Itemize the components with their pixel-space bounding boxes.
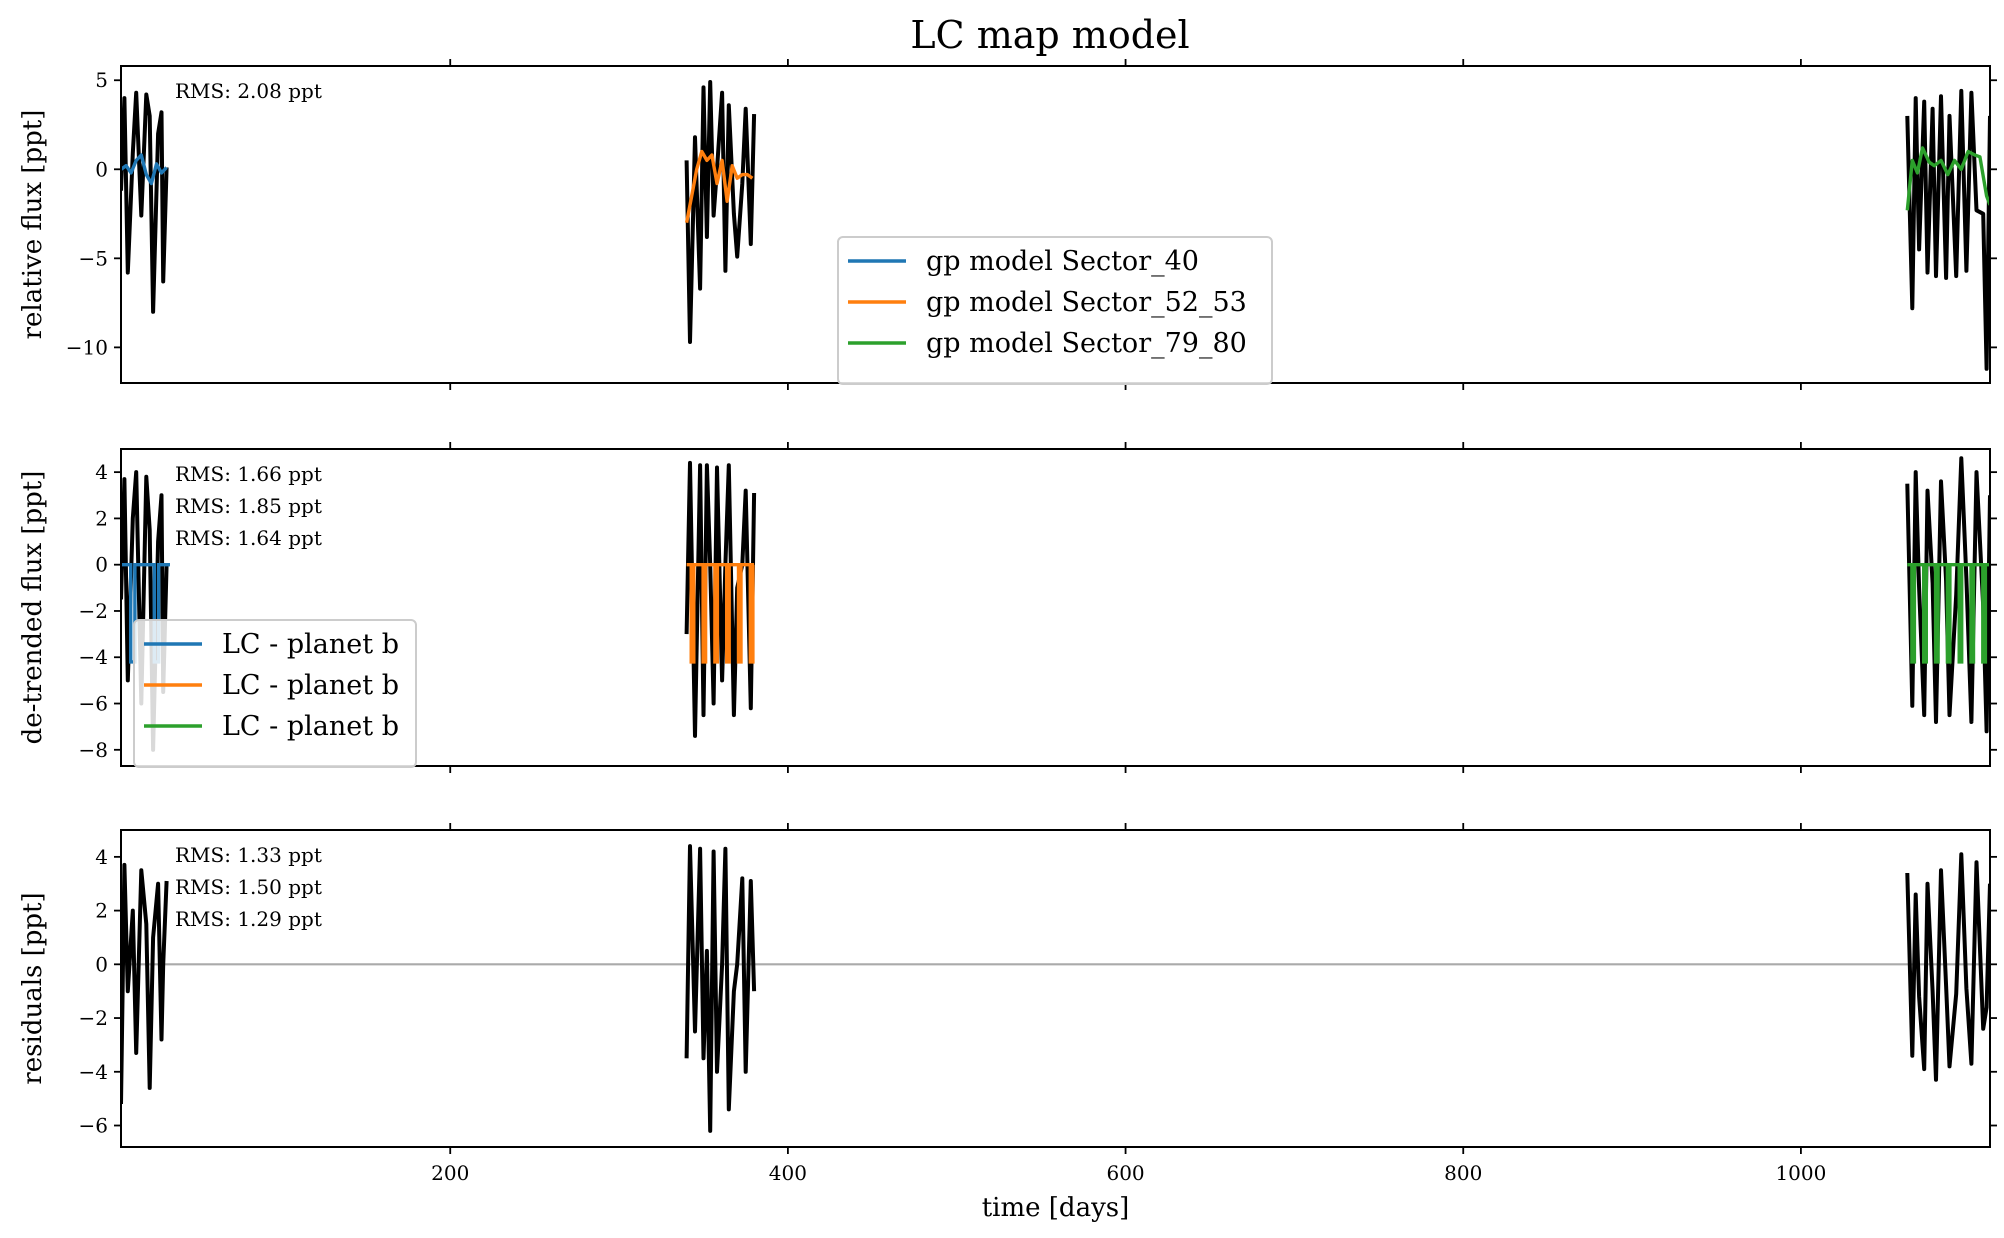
legend-box (837, 236, 1273, 385)
y-axis-label: de-trended flux [ppt] (18, 471, 48, 745)
y-tick-label: 2 (95, 899, 108, 923)
y-tick-label: −10 (66, 335, 108, 359)
y-tick-label: −6 (79, 692, 108, 716)
y-tick-label: 4 (95, 460, 108, 484)
legend-label: gp model Sector_52_53 (926, 287, 1247, 318)
legend-box (133, 619, 417, 768)
legend-label: LC - planet b (222, 629, 399, 660)
panel-detrended-flux: 4 2 0 −2 −4 −6 −8 de-trended flux [ppt] RMS: 1.6… (18, 442, 1997, 773)
data-series-line (121, 862, 169, 1105)
plot-area (121, 456, 1990, 752)
y-tick-label: 4 (95, 845, 108, 869)
x-axis-label: time [days] (982, 1193, 1130, 1223)
rms-annotation: RMS: 1.33 ppt (175, 843, 322, 867)
data-series-line (1905, 852, 1990, 1082)
y-tick-label: −4 (79, 645, 108, 669)
x-tick-label: 200 (431, 1161, 469, 1185)
gp-model-line (121, 153, 168, 186)
legend-label: LC - planet b (222, 670, 399, 701)
panel-relative-flux: 5 0 −5 −10 relative flux [ppt] RMS: 2.08 ppt g… (18, 59, 1997, 390)
y-tick-label: −5 (79, 246, 108, 270)
x-tick-label: 600 (1106, 1161, 1144, 1185)
y-tick-label: −2 (79, 599, 108, 623)
transit-model-line (1907, 563, 1990, 664)
panel-residuals: 200 400 600 800 1000 4 2 0 −2 −4 −6 residuals [ppt]… (18, 823, 1997, 1223)
y-tick-label: −2 (79, 1006, 108, 1030)
rms-annotation: RMS: 1.85 ppt (175, 494, 322, 518)
gp-model-line (1905, 146, 1990, 211)
plot-area (121, 844, 1990, 1133)
rms-annotation: RMS: 2.08 ppt (175, 79, 322, 103)
rms-annotation: RMS: 1.29 ppt (175, 907, 322, 931)
y-tick-label: 2 (95, 506, 108, 530)
y-tick-label: 0 (95, 553, 108, 577)
rms-annotation: RMS: 1.66 ppt (175, 462, 322, 486)
transit-model-line (121, 563, 170, 664)
x-tick-label: 400 (769, 1161, 807, 1185)
transit-model-line (686, 563, 755, 664)
y-axis-label: relative flux [ppt] (18, 110, 48, 340)
y-axis-label: residuals [ppt] (18, 892, 48, 1084)
legend-label: gp model Sector_40 (926, 246, 1199, 277)
legend-label: gp model Sector_79_80 (926, 328, 1247, 359)
rms-annotation: RMS: 1.50 ppt (175, 875, 322, 899)
legend-label: LC - planet b (222, 711, 399, 742)
data-series-line (1905, 88, 1990, 371)
figure-title: LC map model (910, 13, 1189, 57)
axes-frame (120, 829, 1991, 1148)
rms-annotation: RMS: 1.64 ppt (175, 526, 322, 550)
data-series-line (121, 90, 169, 314)
data-series-line (684, 844, 757, 1133)
y-tick-label: 5 (95, 68, 108, 92)
axes-frame (120, 448, 1991, 767)
gp-model-line (684, 149, 754, 224)
y-tick-label: 0 (95, 952, 108, 976)
y-tick-label: 0 (95, 157, 108, 181)
data-series-line (684, 460, 757, 738)
data-series-line (121, 470, 169, 752)
plot-area (121, 80, 1990, 371)
y-tick-label: −8 (79, 738, 108, 762)
x-tick-label: 1000 (1775, 1161, 1826, 1185)
data-series-line (684, 80, 757, 344)
x-tick-label: 800 (1444, 1161, 1482, 1185)
y-tick-label: −4 (79, 1060, 108, 1084)
y-tick-label: −6 (79, 1114, 108, 1138)
